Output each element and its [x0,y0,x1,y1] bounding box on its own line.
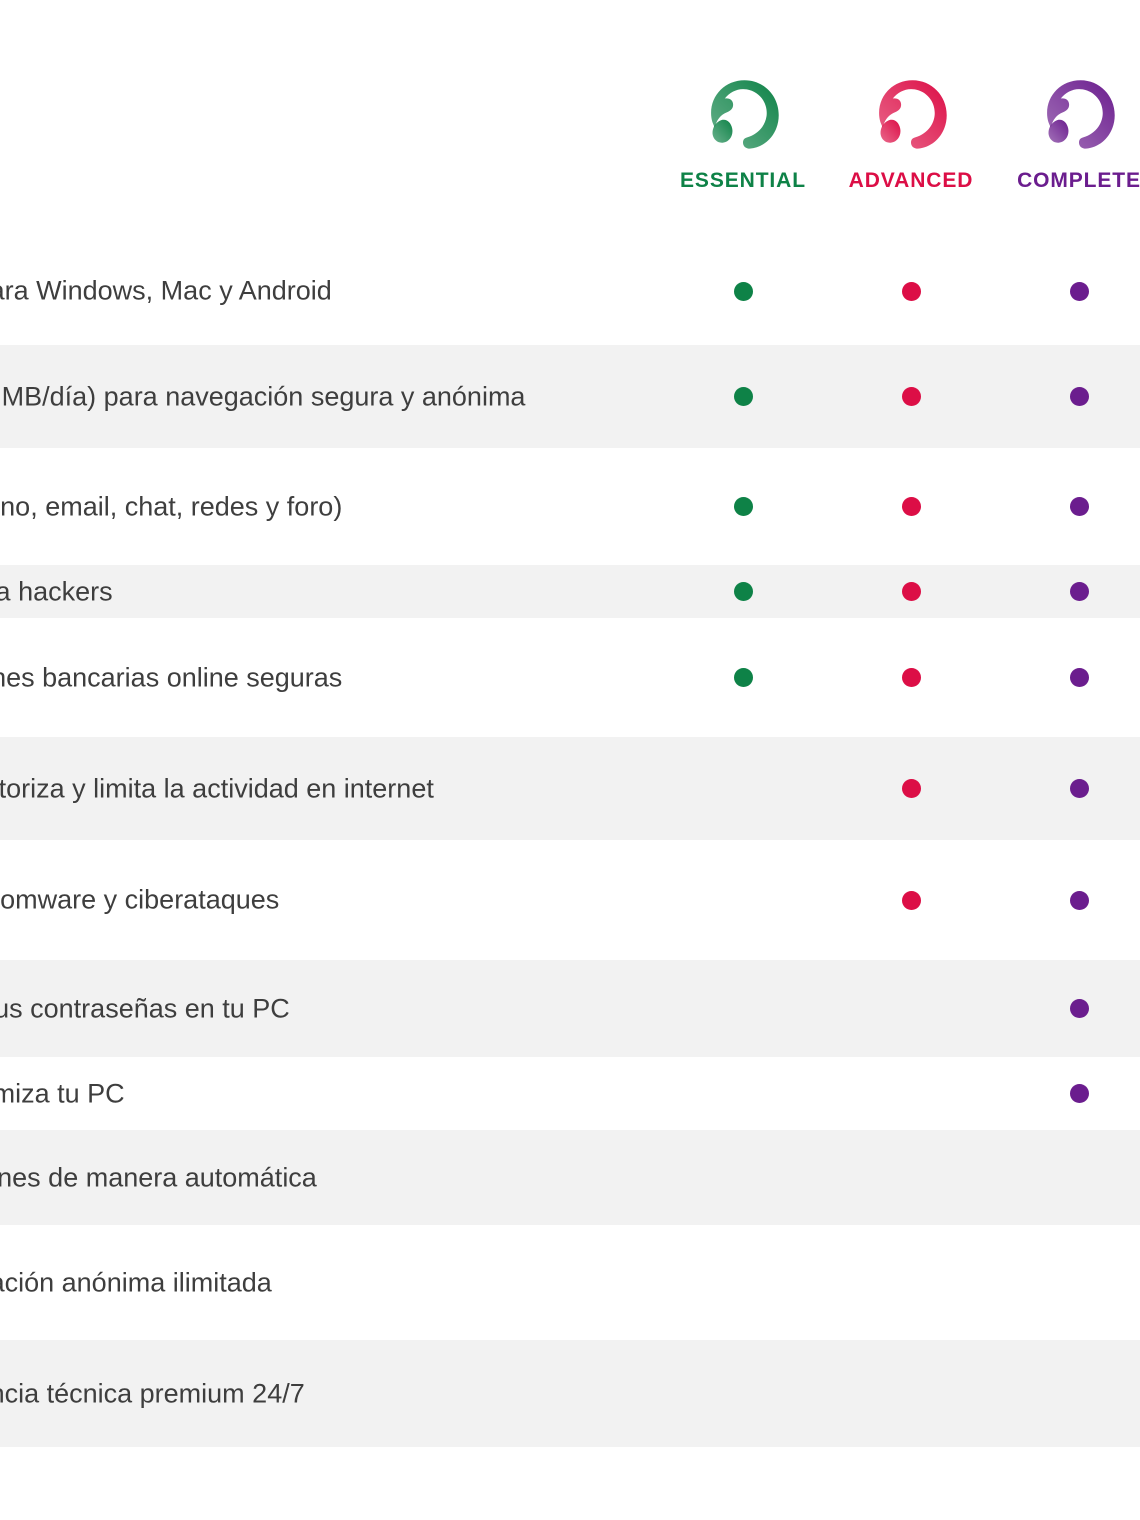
included-dot-icon [733,281,753,301]
cell-essential [648,618,838,737]
plan-header-complete[interactable]: COMPLETE [984,78,1140,191]
included-dot-icon [1069,497,1089,516]
cell-complete [984,1340,1140,1447]
table-header: ESSENTIALADVANCEDCOMPLETEPREMIUM [0,0,1140,237]
included-dot-icon [901,497,921,516]
cell-advanced [816,1130,1006,1225]
included-dot-icon [733,668,753,687]
table-row: CleanUp: limpia y optimiza tu PC [0,1057,1140,1130]
table-row: Protección contra ransomware y ciberataq… [0,840,1140,960]
feature-label: Protección Antivirus para Windows, Mac y… [0,275,332,306]
included-dot-icon [1069,1084,1089,1103]
panda-logo-icon [1047,80,1115,149]
table-row: VPN Premium: navegación anónima ilimitad… [0,1225,1140,1340]
table-row: Premium Care: asistencia técnica premium… [0,1340,1140,1447]
plan-name-essential: ESSENTIAL [680,169,806,192]
cell-advanced [816,618,1006,737]
cell-essential [648,1340,838,1447]
feature-label: Compras y transacciones bancarias online… [0,661,343,692]
table-row: Passwords: gestiona tus contraseñas en t… [0,960,1140,1057]
included-dot-icon [1069,890,1089,910]
cell-advanced [816,960,1006,1057]
plan-name-advanced: ADVANCED [848,169,974,192]
feature-label: VPN Premium: navegación anónima ilimitad… [0,1266,272,1297]
cell-advanced [816,840,1006,960]
table-row: Protección Antivirus para Windows, Mac y… [0,237,1140,345]
table-row: Gestor de actualizaciones de manera auto… [0,1130,1140,1225]
cell-advanced [816,237,1006,345]
feature-label: Premium Care: asistencia técnica premium… [0,1377,305,1408]
cell-advanced [816,1340,1006,1447]
included-dot-icon [1069,582,1089,601]
cell-complete [984,448,1140,565]
feature-label: VPN gratis (hasta 150 MB/día) para naveg… [0,380,526,411]
feature-label: Passwords: gestiona tus contraseñas en t… [0,992,290,1023]
cell-essential [648,565,838,618]
included-dot-icon [1069,281,1089,301]
cell-essential [648,1130,838,1225]
cell-essential [648,840,838,960]
panda-logo-icon [711,80,779,149]
included-dot-icon [1069,387,1089,406]
included-dot-icon [1069,999,1089,1018]
cell-advanced [816,565,1006,618]
feature-label: Gestor de actualizaciones de manera auto… [0,1161,317,1192]
cell-essential [648,448,838,565]
table-row: VPN gratis (hasta 150 MB/día) para naveg… [0,345,1140,448]
included-dot-icon [1069,668,1089,687]
table-row: Protección Wi-Fi contra hackers [0,565,1140,618]
cell-complete [984,237,1140,345]
cell-complete [984,1130,1140,1225]
cell-advanced [816,345,1006,448]
included-dot-icon [901,281,921,301]
cell-essential [648,237,838,345]
table-row: Control Parental: monitoriza y limita la… [0,737,1140,840]
included-dot-icon [733,387,753,406]
cell-complete [984,840,1140,960]
cell-complete [984,1225,1140,1340]
cell-complete [984,1057,1140,1130]
feature-label: Protección Wi-Fi contra hackers [0,575,113,606]
included-dot-icon [901,779,921,798]
table-row: Compras y transacciones bancarias online… [0,618,1140,737]
cell-complete [984,565,1140,618]
cell-essential [648,737,838,840]
included-dot-icon [901,582,921,601]
cell-complete [984,345,1140,448]
plan-header-essential[interactable]: ESSENTIAL [648,78,838,191]
cell-advanced [816,1057,1006,1130]
included-dot-icon [901,668,921,687]
cell-complete [984,737,1140,840]
included-dot-icon [901,387,921,406]
feature-label: Protección contra ransomware y ciberataq… [0,884,280,915]
included-dot-icon [733,497,753,516]
cell-advanced [816,448,1006,565]
cell-essential [648,960,838,1057]
panda-logo-icon [879,80,947,149]
cell-essential [648,1057,838,1130]
feature-label: CleanUp: limpia y optimiza tu PC [0,1077,125,1108]
plan-name-complete: COMPLETE [1017,169,1140,192]
included-dot-icon [733,582,753,601]
cell-advanced [816,1225,1006,1340]
table-body: Protección Antivirus para Windows, Mac y… [0,237,1140,1447]
cell-essential [648,345,838,448]
feature-label: Control Parental: monitoriza y limita la… [0,772,434,803]
included-dot-icon [1069,779,1089,798]
cell-essential [648,1225,838,1340]
plan-header-advanced[interactable]: ADVANCED [816,78,1006,191]
feature-label: Soporte técnico (teléfono, email, chat, … [0,490,343,521]
cell-advanced [816,737,1006,840]
cell-complete [984,960,1140,1057]
included-dot-icon [901,890,921,910]
cell-complete [984,618,1140,737]
table-row: Soporte técnico (teléfono, email, chat, … [0,448,1140,565]
